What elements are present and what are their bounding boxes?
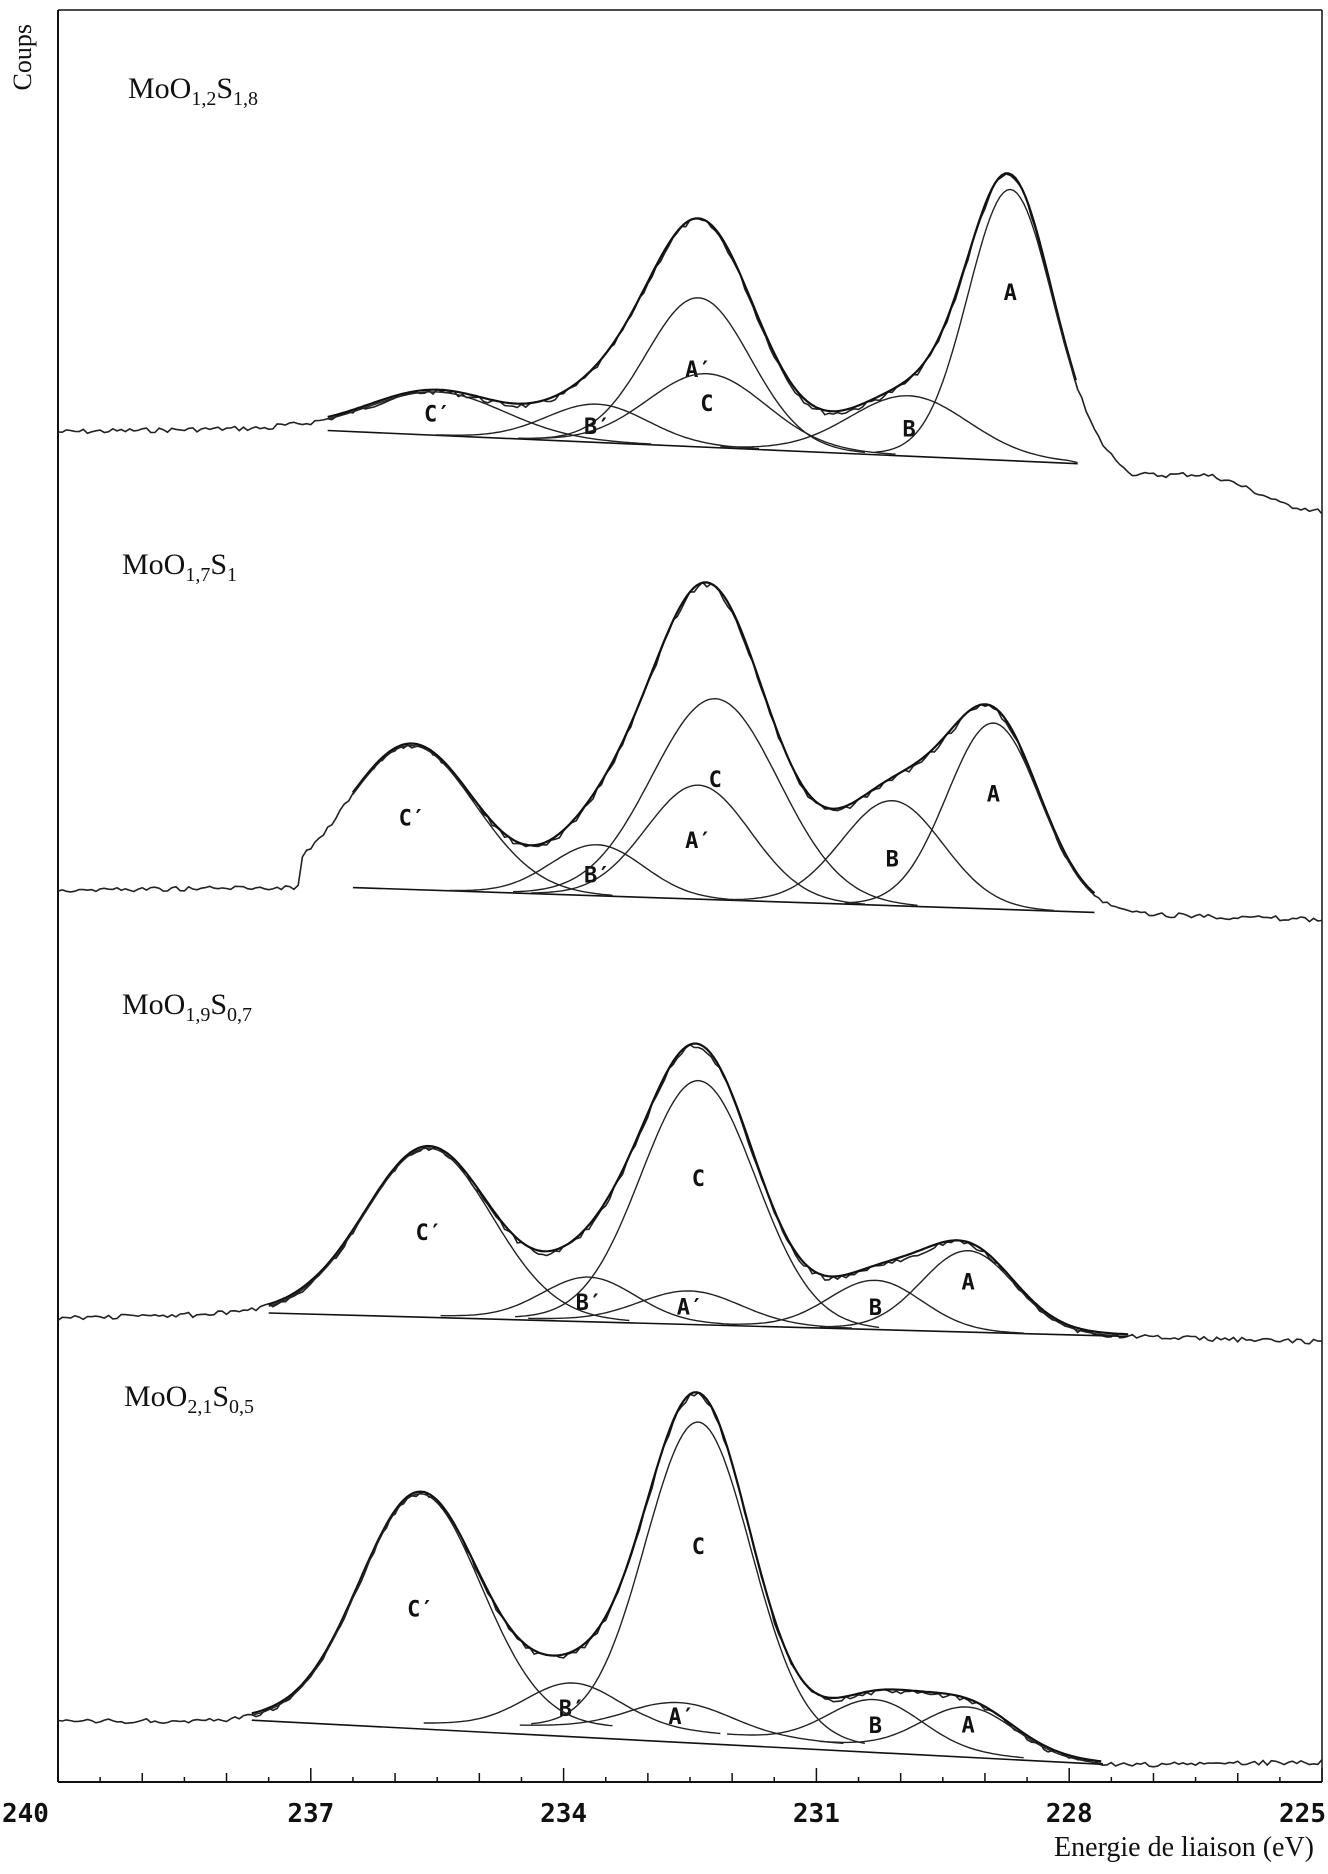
- peak-label: C: [709, 768, 722, 793]
- fit-baseline: [268, 1312, 1129, 1338]
- component-peak-line: [875, 188, 1079, 453]
- x-tick-label: 225: [1279, 1799, 1326, 1829]
- peak-label: B: [869, 1296, 882, 1321]
- peak-label: A: [961, 1714, 974, 1739]
- component-peak-line: [515, 1079, 880, 1329]
- spectrum-panel-3: A A′ B B′ C C′: [57, 1042, 1322, 1345]
- component-peak-line: [730, 799, 1055, 912]
- x-axis: 240 237 234 231 228 225: [2, 1768, 1326, 1829]
- component-peak-line: [352, 744, 613, 896]
- peak-label: B′: [584, 863, 611, 888]
- sample-label-2: MoO1,7S1: [122, 548, 238, 586]
- fit-envelope-line: [251, 1391, 1102, 1763]
- component-peak-line: [819, 1249, 1117, 1337]
- spectrum-panel-4: AA′ BB′CC′: [57, 1391, 1323, 1768]
- component-peak-line: [531, 784, 865, 905]
- sample-label-4: MoO2,1S0,5: [124, 1380, 255, 1418]
- component-peak-line: [720, 395, 1078, 464]
- component-peak-line: [727, 1279, 1024, 1334]
- peak-label: C′: [416, 1221, 443, 1246]
- raw-spectrum-line: [57, 173, 1323, 515]
- peak-label: C: [692, 1535, 705, 1560]
- peak-label: C: [700, 392, 713, 417]
- component-peak-line: [435, 403, 760, 450]
- peak-label: B: [886, 847, 899, 872]
- peak-label: B: [869, 1714, 882, 1739]
- x-tick-label: 237: [287, 1799, 334, 1829]
- peak-label: A: [987, 783, 1000, 808]
- peak-label: C′: [399, 807, 426, 832]
- component-peak-line: [531, 1421, 866, 1745]
- component-peak-line: [819, 1706, 1104, 1765]
- peak-label: A′: [685, 358, 712, 383]
- component-peak-line: [327, 391, 652, 445]
- component-peak-line: [518, 373, 896, 455]
- peak-label: C: [692, 1167, 705, 1192]
- component-peak-line: [440, 1276, 738, 1326]
- fit-envelope-line: [327, 172, 1077, 419]
- x-tick-label: 240: [2, 1799, 49, 1829]
- component-peak-line: [268, 1147, 630, 1322]
- plot-frame: [57, 9, 1323, 1783]
- peak-label: A: [961, 1270, 974, 1295]
- component-peak-line: [251, 1493, 613, 1727]
- fit-baseline: [352, 886, 1095, 914]
- x-tick-label: 234: [540, 1799, 587, 1829]
- x-axis-label: Energie de liaison (eV): [1054, 1832, 1314, 1863]
- sample-label-1: MoO1,2S1,8: [128, 72, 259, 110]
- spectra-panels: AA′BB′CC′AA′BB′CC′AA′ BB′CC′AA′ BB′CC′: [57, 172, 1323, 1768]
- component-peak-line: [519, 1701, 844, 1745]
- fit-baseline: [327, 429, 1078, 465]
- spectrum-panel-1: A A′ B B′ C C′: [57, 172, 1323, 515]
- peak-label: A: [1004, 281, 1017, 306]
- peak-label: B′: [576, 1291, 603, 1316]
- component-peak-line: [423, 1682, 721, 1735]
- sample-label-3: MoO1,9S0,7: [122, 988, 253, 1026]
- fit-envelope-line: [268, 1042, 1129, 1336]
- x-tick-label: 228: [1046, 1799, 1093, 1829]
- peak-label: A′: [677, 1296, 704, 1321]
- component-peak-line: [845, 722, 1095, 904]
- fit-baseline: [251, 1719, 1103, 1766]
- spectrum-panel-2: A A′ B B′ C C′: [57, 581, 1323, 923]
- component-peak-line: [449, 844, 746, 902]
- raw-spectrum-line: [57, 581, 1323, 923]
- component-peak-line: [512, 697, 918, 906]
- component-peak-line: [727, 1698, 1024, 1759]
- peak-label: A′: [685, 829, 712, 854]
- peak-label: B′: [584, 415, 611, 440]
- peak-label: C′: [424, 403, 451, 428]
- peak-label: C′: [407, 1598, 434, 1623]
- component-peak-line: [528, 1290, 852, 1329]
- x-tick-label: 231: [793, 1799, 840, 1829]
- peak-label: B: [902, 417, 915, 442]
- fit-envelope-line: [352, 581, 1096, 895]
